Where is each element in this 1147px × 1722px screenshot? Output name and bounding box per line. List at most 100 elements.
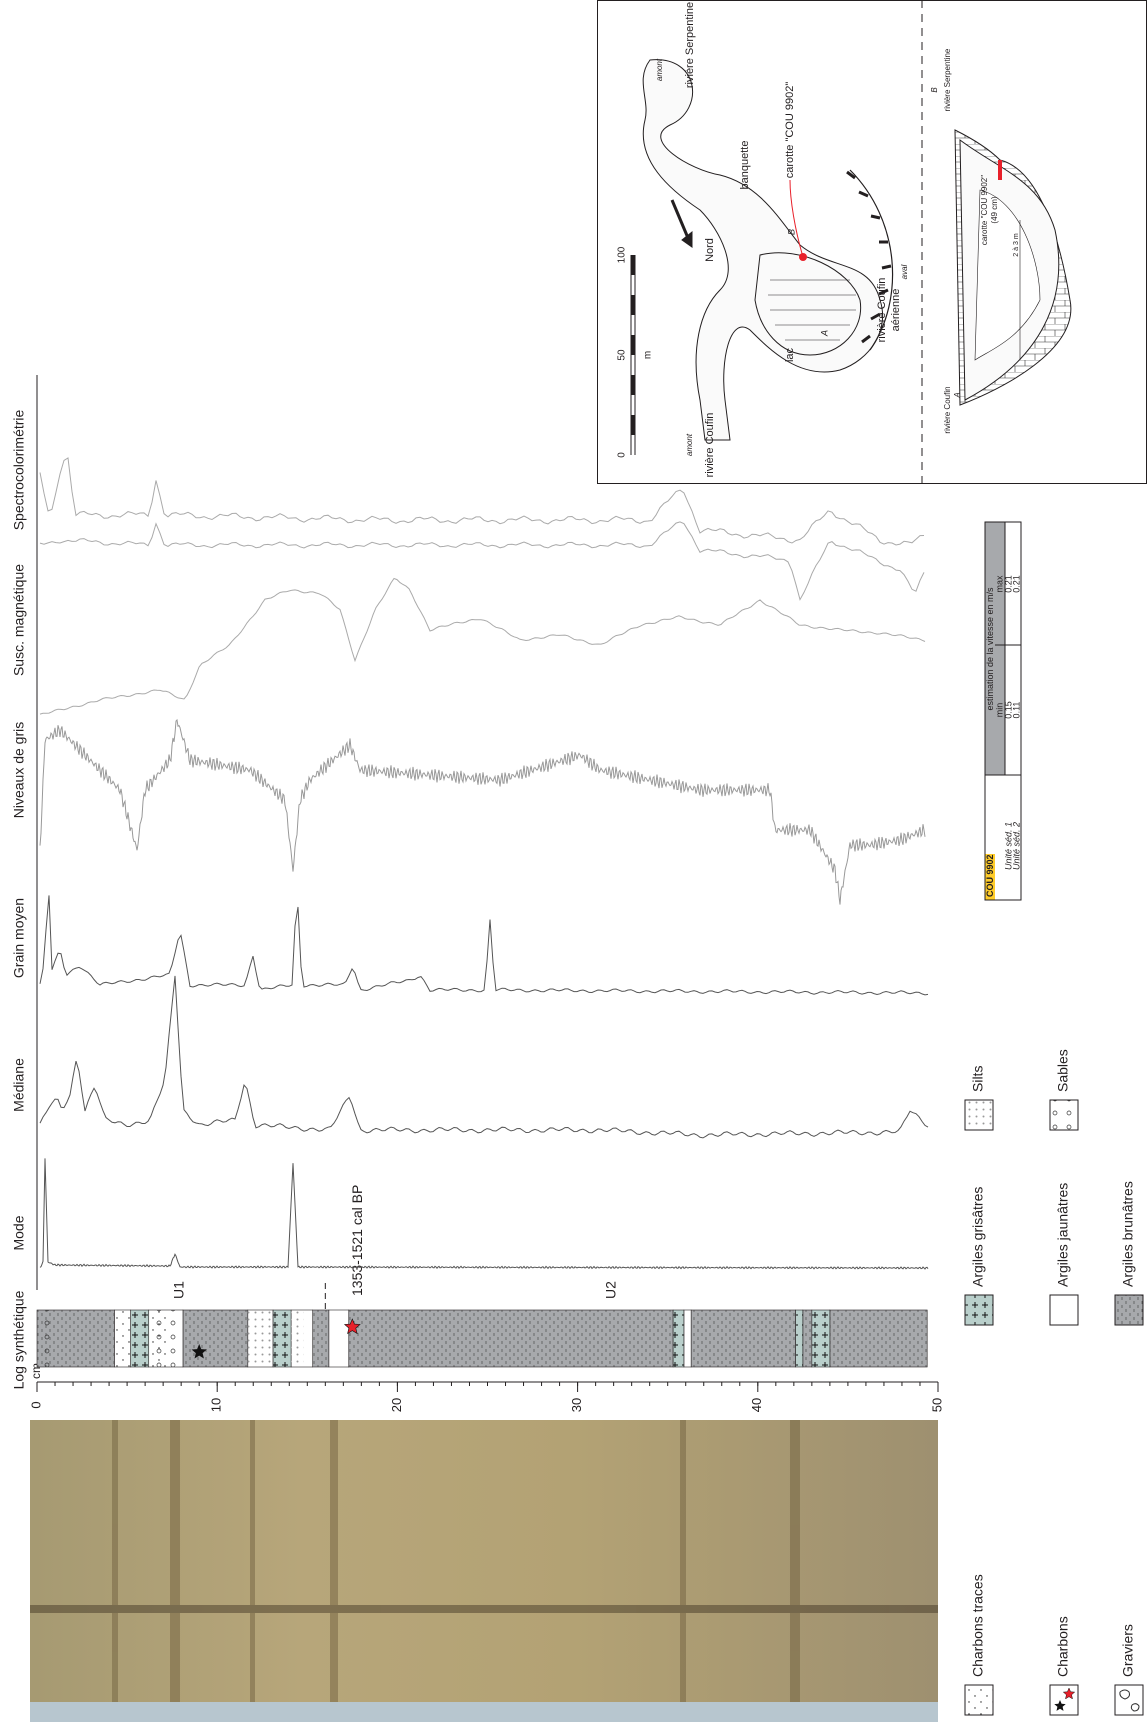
legend-label: Argiles brunâtres [1120,1181,1136,1287]
depth-tick-label: 0 [28,1401,43,1408]
scale-unit: m [643,351,654,359]
table-header-bg [985,522,1005,775]
table-text: COU 9902 [985,854,995,897]
unit-label: U1 [171,1281,187,1299]
log-layer [272,1309,292,1368]
map-label: amont [685,433,694,456]
section-label: carotte "COU 9902" [980,175,989,245]
log-charcoal-traces [114,1310,131,1367]
column-label: Niveaux de gris [11,722,27,819]
legend-swatch [964,1684,994,1716]
legend-swatch [964,1294,994,1326]
table-border [984,521,1022,901]
legend-label: Argiles grisâtres [970,1187,986,1287]
section-label: rivière Serpentine [943,48,952,111]
table-text: Unité séd. 1 [1003,822,1013,870]
dating-label: 1353-1521 cal BP [349,1185,365,1296]
log-layer [312,1309,330,1368]
map-label: aérienne [890,289,902,332]
section-label: B [930,87,939,93]
depth-tick-label: 50 [929,1398,944,1412]
map-label: B [786,229,796,235]
log-layer [683,1309,692,1368]
legend-star [1062,1687,1076,1700]
profile-curve [39,577,926,715]
section-label: rivière Coufin [943,386,952,433]
log-layer [328,1309,350,1368]
section-label: A [953,392,962,398]
legend-label: Graviers [1120,1624,1136,1677]
column-label: Susc. magnétique [11,564,27,676]
table-text: max [994,575,1004,593]
legend-label: Charbons traces [970,1574,986,1677]
column-label: Grain moyen [11,898,27,978]
column-label: Log synthétique [11,1290,27,1389]
map-label: rivière Serpentine [684,2,696,88]
log-layer [130,1309,150,1368]
map-label: amont [655,58,664,81]
section-label: 2 à 3 m [1013,233,1020,257]
unit-label: U2 [603,1281,619,1299]
profile-curve [39,521,925,601]
log-texture [291,1310,304,1367]
log-layer [182,1309,249,1368]
map-label: rivière Coufin [876,278,888,343]
table-text: 0.11 [1011,702,1021,719]
scale-label: 100 [617,246,628,263]
column-label: Mode [11,1215,27,1250]
profile-curve [39,975,929,1139]
log-layer [690,1309,796,1368]
column-label: Médiane [11,1058,27,1112]
table-text: 0.15 [1003,701,1013,719]
speed-table: COU 9902 estimation de la vitesse en m/s m… [984,521,1022,901]
legend-swatch [964,1099,994,1131]
table-text: min [994,703,1004,718]
profile-curve [39,457,925,546]
map-label: banquette [739,141,751,190]
core-cell-bg [985,854,995,900]
profile-curve [39,718,926,905]
core-leader [789,179,804,258]
map-label: carotte "COU 9902" [784,82,796,179]
profile-curve [39,1158,929,1270]
map-label: Nord [704,238,716,262]
table-text: Unité séd. 2 [1011,822,1021,870]
table-text: estimation de la vitesse en m/s [985,587,995,711]
legend-label: Charbons [1055,1616,1071,1677]
legend-label: Silts [970,1066,986,1092]
depth-tick-label: 20 [389,1398,404,1412]
log-texture [37,1310,56,1367]
profile-curve [39,895,929,996]
legend-swatch [1114,1684,1144,1716]
scale-label: 0 [617,452,628,458]
dated-star [343,1318,361,1335]
core-bands [30,1420,938,1702]
legend-label: Argiles jaunâtres [1055,1183,1071,1287]
log-layer [829,1309,928,1368]
legend-gravel [1119,1689,1140,1712]
table-text: 0.21 [1011,575,1021,593]
log-layer [672,1309,685,1368]
map-section [954,129,1072,406]
column-label: Spectrocolorimétrie [11,409,27,530]
section-label: (49 cm) [990,196,999,223]
legend-swatch [1114,1294,1144,1326]
log-layer [802,1309,813,1368]
map-label: A [819,330,829,337]
legend-star [1054,1700,1066,1711]
log-layer [795,1309,804,1368]
scale-label: 50 [617,349,628,361]
legend-swatch [1049,1684,1079,1716]
table-grid [985,522,1021,776]
depth-tick-label: 30 [569,1398,584,1412]
map-plan [630,59,894,455]
log-charcoal-traces [148,1310,169,1367]
map-label: aval [900,264,909,279]
legend-swatch [1049,1294,1079,1326]
map-label: lac [784,347,796,362]
log-layer [811,1309,831,1368]
ruler [30,1702,938,1722]
table-text: 0.21 [1003,575,1013,593]
core-photo [30,1420,938,1702]
